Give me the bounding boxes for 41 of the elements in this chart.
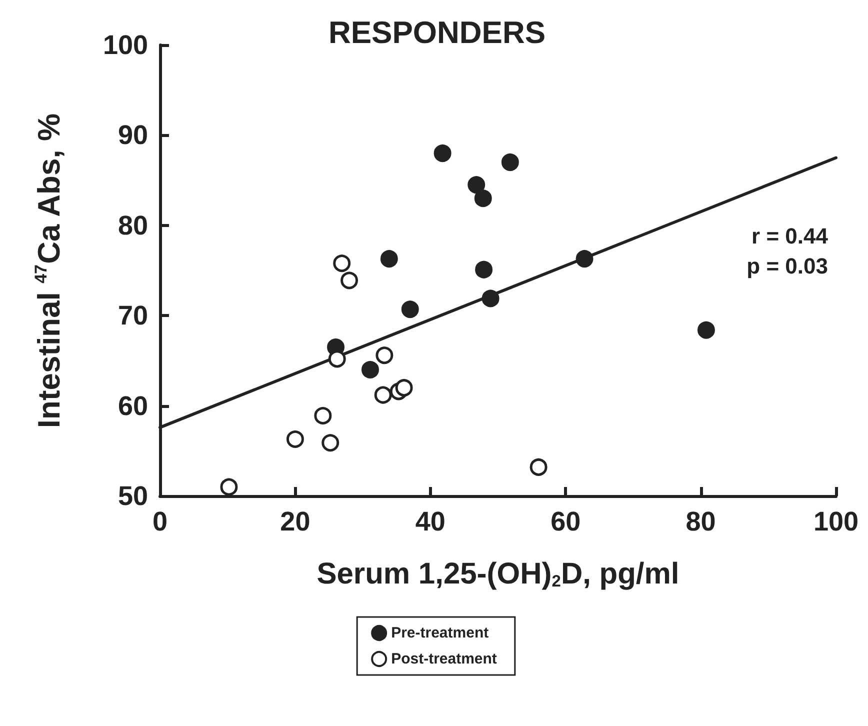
y-tick-label: 100 <box>102 30 148 60</box>
chart-title: RESPONDERS <box>328 15 546 50</box>
point <box>474 190 492 208</box>
point <box>362 360 379 378</box>
point <box>322 434 340 452</box>
legend-label: Pre-treatment <box>391 624 489 642</box>
point <box>328 350 346 368</box>
y-tick-label: 80 <box>118 210 148 240</box>
point <box>482 290 500 308</box>
legend-label: Post-treatment <box>391 650 497 668</box>
y-tick-label: 50 <box>118 481 148 511</box>
x-axis-title: Serum 1,25-(OH)2D, pg/ml <box>316 558 680 590</box>
point <box>376 346 394 364</box>
point <box>395 379 413 397</box>
point <box>576 250 594 268</box>
x-tick-label: 20 <box>280 506 310 536</box>
y-tick-label: 70 <box>118 300 148 331</box>
point <box>380 250 398 268</box>
point <box>333 254 351 272</box>
point <box>286 430 304 448</box>
y-axis-title: Intestinal 47Ca Abs, % <box>31 113 66 428</box>
point <box>314 406 332 424</box>
point <box>501 154 519 172</box>
point <box>697 321 715 339</box>
annotation: p = 0.03 <box>746 254 828 278</box>
point <box>468 176 486 194</box>
y-tick-label: 60 <box>118 390 148 421</box>
point <box>475 260 493 278</box>
x-tick-label: 60 <box>550 506 581 536</box>
point <box>340 272 358 290</box>
x-tick-label: 40 <box>415 506 446 536</box>
point <box>530 458 548 476</box>
y-tick-label: 90 <box>118 120 148 150</box>
point <box>220 478 238 496</box>
x-tick-label: 0 <box>152 506 168 536</box>
point <box>434 144 452 162</box>
annotation: r = 0.44 <box>752 224 829 248</box>
point <box>374 386 392 404</box>
x-tick-label: 80 <box>686 506 716 536</box>
x-tick-label: 100 <box>813 506 859 536</box>
point <box>401 300 419 318</box>
